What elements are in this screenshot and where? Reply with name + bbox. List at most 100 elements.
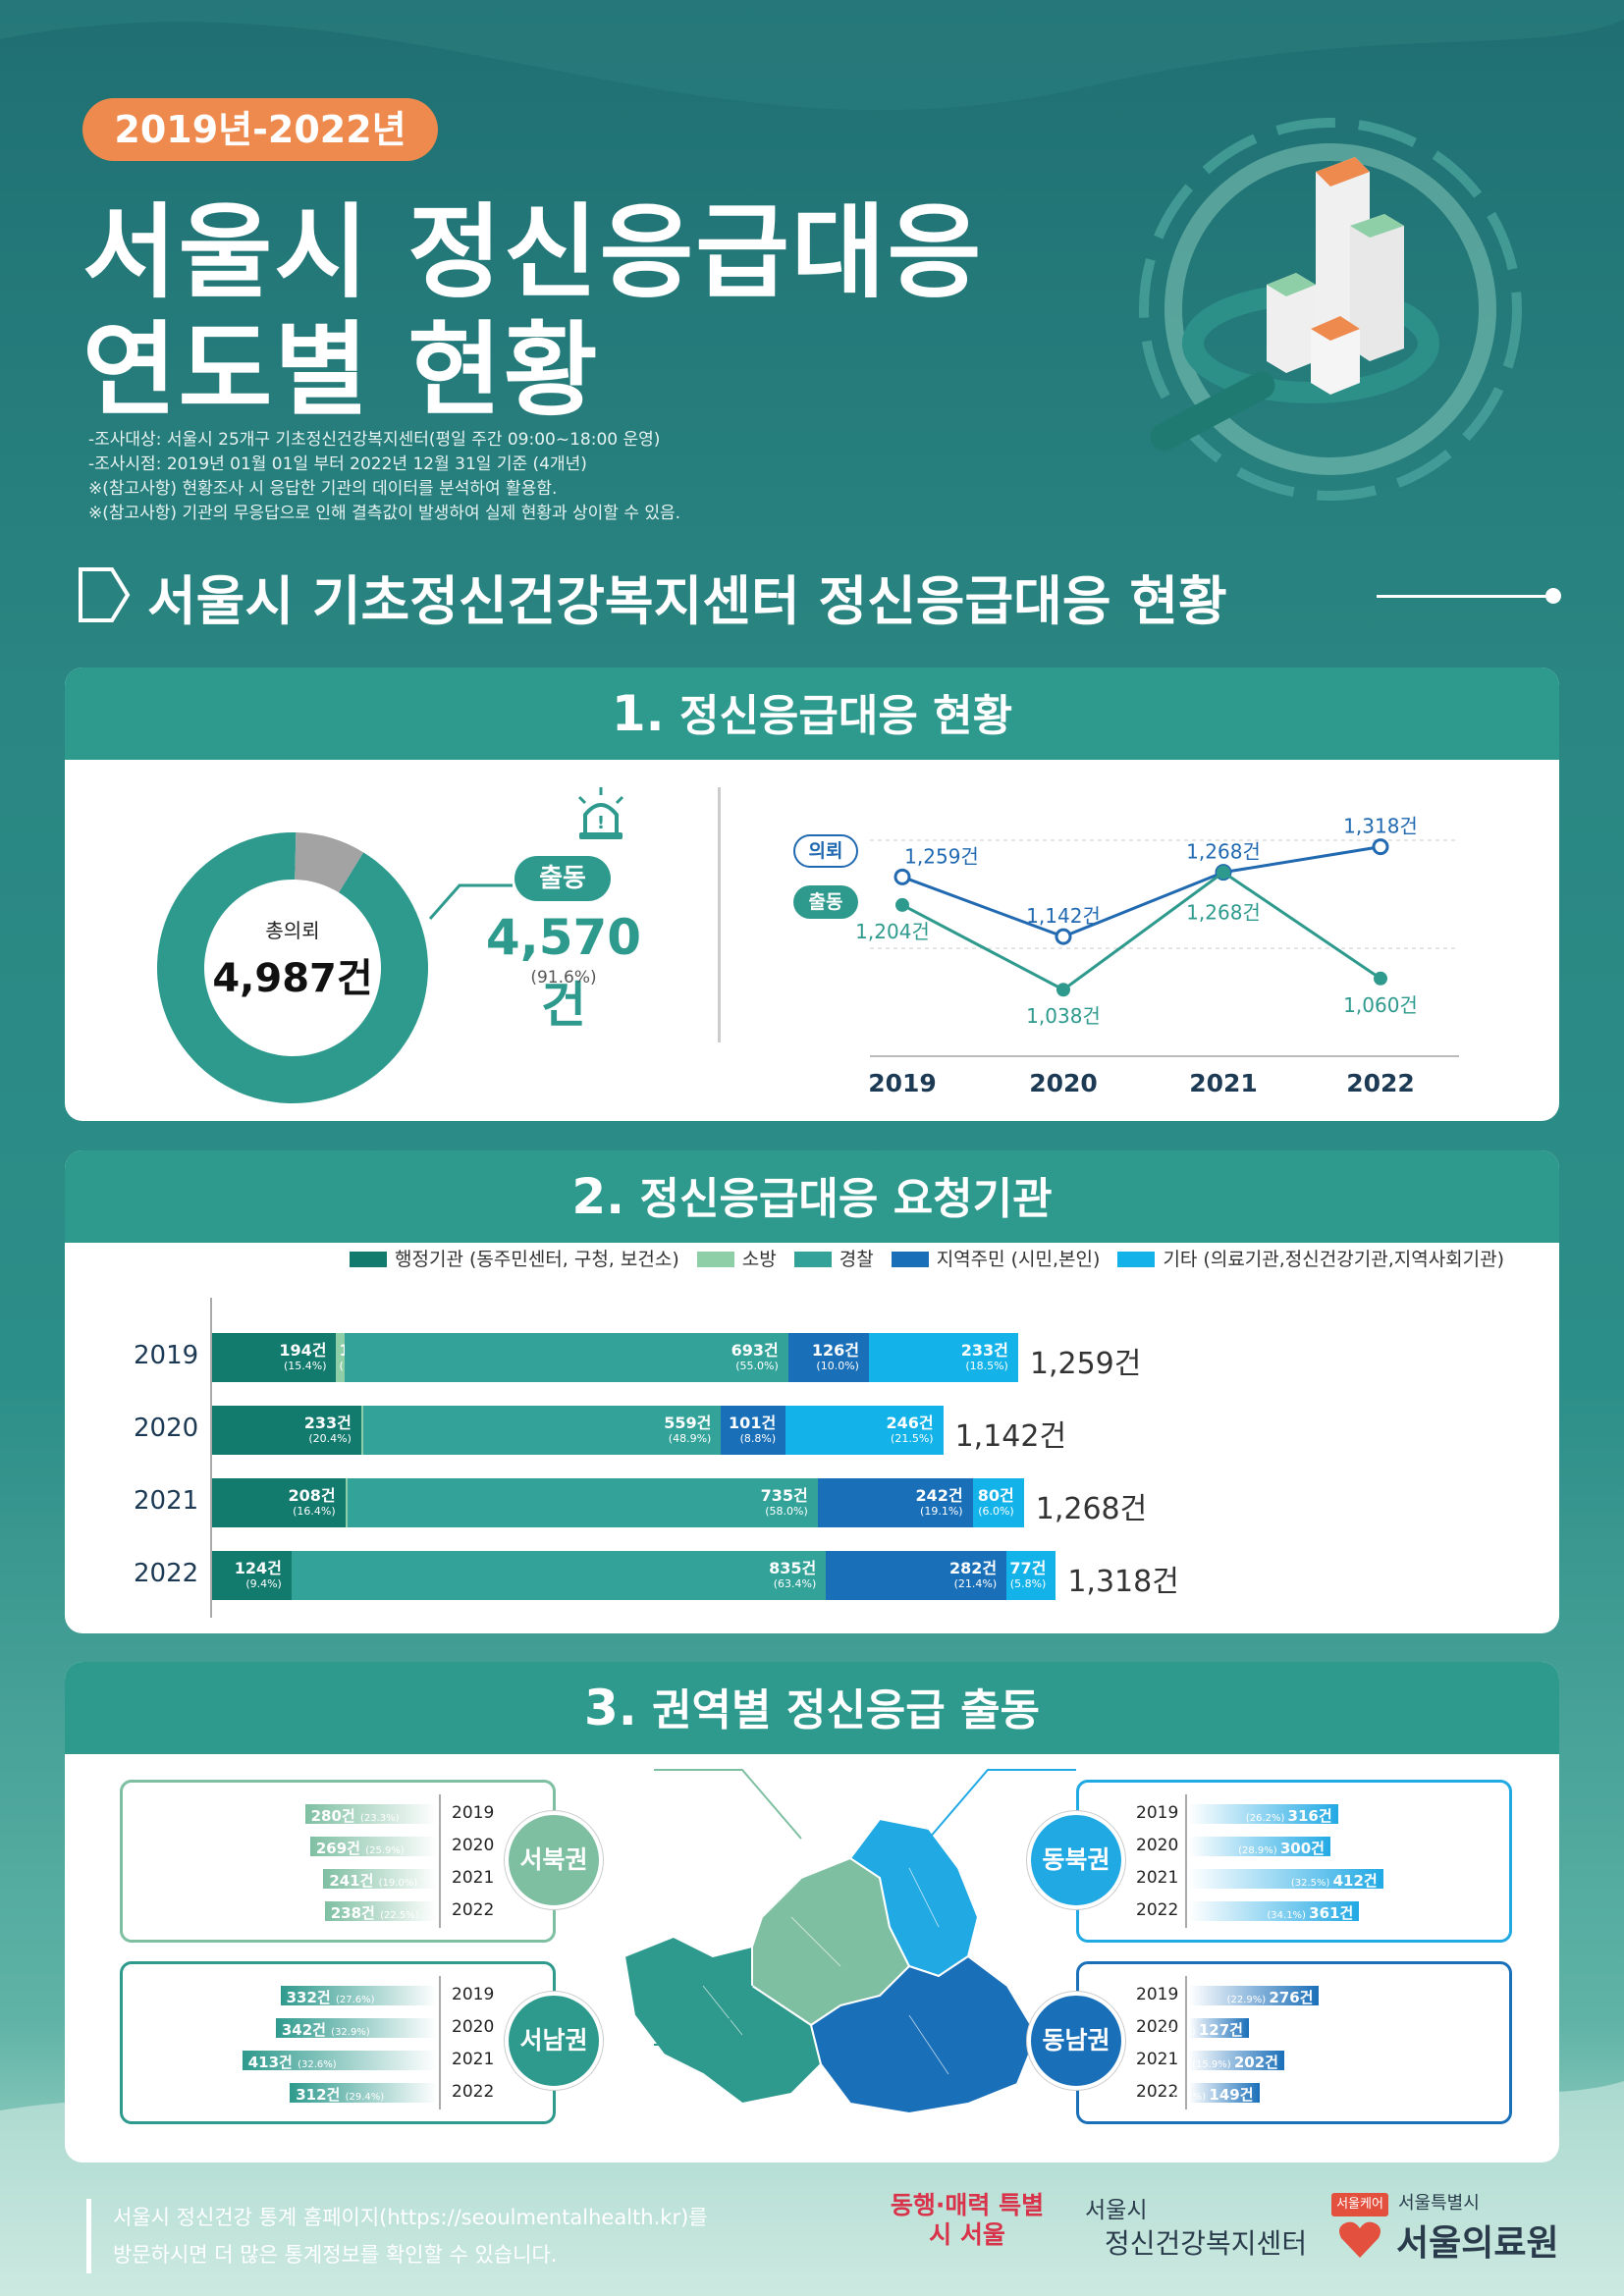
panel-requesting-agency: 2. 정신응급대응 요청기관 행정기관 (동주민센터, 구청, 보건소) 소방 경찰… — [65, 1150, 1559, 1633]
segment-percent: (63.4%) — [773, 1577, 817, 1590]
panel2-header: 2. 정신응급대응 요청기관 — [65, 1150, 1559, 1243]
segment-value: 233건 — [960, 1341, 1008, 1360]
dispatch-point — [895, 897, 909, 912]
region-bar-percent: (32.9%) — [331, 2027, 370, 2038]
segment-value: 233건 — [303, 1414, 352, 1432]
legend-swatch — [696, 1252, 734, 1267]
region-bar-percent: (12.2%) — [1157, 2027, 1199, 2038]
bar-segment: 101건 (8.8%) — [721, 1406, 786, 1455]
panel1-charts: 1,259건 1,142건 1,268건 1,318건 1,204건 1,038건 1,26… — [155, 815, 1459, 1105]
panel2-number: 2. — [571, 1168, 625, 1225]
legend-item: 행정기관 (동주민센터, 구청, 보건소) — [350, 1245, 679, 1271]
bar-segment: 208건 (16.4%) — [212, 1478, 346, 1527]
logo-care-tag: 서울케어 — [1331, 2193, 1388, 2216]
region-box-동북권: 2019 (26.2%) 316건 2020 (28.9%) 300건 2021 (32.… — [1076, 1780, 1512, 1943]
donut-leader-line — [428, 883, 513, 920]
logo-mental-center-line1: 서울시 — [1085, 2198, 1148, 2223]
region-bar-percent: (15.9%) — [1192, 2059, 1234, 2070]
logo-hospital-small: 서울특별시 — [1398, 2193, 1480, 2214]
region-bar: (22.9%) 276건 — [1189, 1986, 1320, 2006]
legend-swatch — [793, 1252, 832, 1267]
note-line: -조사시점: 2019년 01월 01일 부터 2022년 12월 31일 기준… — [88, 454, 587, 474]
main-title-line1: 서울시 정신응급대응 — [82, 192, 984, 312]
segment-value: 835건 — [769, 1559, 817, 1577]
legend-swatch — [350, 1252, 387, 1267]
bar-segment: 735건 (58.0%) — [347, 1478, 818, 1527]
bar-year-label: 2019 — [134, 1341, 199, 1370]
region-year-label: 2020 — [1136, 1836, 1179, 1855]
bar-segment: 194건 (15.4%) — [212, 1333, 337, 1382]
legend-swatch — [1117, 1252, 1156, 1267]
segment-percent: (16.4%) — [293, 1505, 336, 1518]
bar-segment: 242건 (19.1%) — [817, 1478, 973, 1527]
region-bar-value: 412건 — [1332, 1872, 1378, 1890]
segment-value: 246건 — [886, 1414, 934, 1432]
line-data-label: 1,204건 — [855, 920, 930, 943]
legend-label: 지역주민 (시민,본인) — [936, 1249, 1101, 1270]
donut-center-label: 총의뢰 — [265, 919, 320, 942]
logo-seoul: 동행·매력 특별시 서울 — [890, 2191, 1045, 2249]
segment-percent: (19.1%) — [920, 1505, 963, 1518]
bar-segment: 246건 (21.5%) — [785, 1406, 944, 1455]
dispatch-point — [1056, 983, 1070, 997]
region-label-circle: 동북권 — [1027, 1811, 1125, 1909]
dispatch-pill: 출동 — [514, 856, 611, 901]
panel3-number: 3. — [583, 1680, 637, 1736]
region-bar-percent: (25.9%) — [365, 1845, 405, 1856]
bar-total-label: 1,318건 — [1067, 1565, 1179, 1599]
bar-total-label: 1,268건 — [1035, 1492, 1148, 1526]
region-bar-label: (15.9%) 202건 — [1192, 2052, 1278, 2072]
region-year-label: 2019 — [452, 1803, 495, 1823]
svg-text:!: ! — [597, 813, 605, 833]
section-heading-line — [1377, 595, 1553, 598]
legend-label: 소방 — [741, 1249, 777, 1270]
region-box-동남권: 2019 (22.9%) 276건 2020 (12.2%) 127건 2021 (15.… — [1076, 1961, 1512, 2124]
x-tick-label: 2022 — [1346, 1069, 1415, 1097]
segment-percent: (48.9%) — [668, 1432, 712, 1445]
region-bar-value: 127건 — [1198, 2021, 1243, 2039]
line-series-dispatch — [901, 870, 1381, 992]
legend-item: 소방 — [696, 1245, 777, 1271]
region-bar-label: 238건 (22.5%) — [330, 1904, 419, 1922]
region-bar-value: 202건 — [1233, 2054, 1278, 2071]
panel1-title: 정신응급대응 현황 — [678, 691, 1013, 741]
legend-item: 경찰 — [793, 1245, 874, 1271]
region-bar-label: 413건 (32.6%) — [247, 2054, 337, 2071]
legend-label: 행정기관 (동주민센터, 구청, 보건소) — [395, 1249, 679, 1270]
region-bar-label: (26.2%) 316건 — [1246, 1805, 1332, 1826]
region-box-서북권: 2019 280건 (23.3%) 2020 269건 (25.9%) 2021 241건… — [120, 1780, 556, 1943]
bar-segment: 13건(1.0%) — [336, 1333, 375, 1382]
region-axis-line — [439, 1976, 441, 2109]
bar-segment: 559건 (48.9%) — [362, 1406, 722, 1455]
bar-segment: 80건 (6.0%) — [972, 1478, 1024, 1527]
note-line: ※(참고사항) 기관의 무응답으로 인해 결측값이 발생하여 실제 현황과 상이… — [88, 504, 681, 523]
region-bar-label: (34.1%) 361건 — [1267, 1902, 1353, 1923]
dispatch-value: 4,570건 — [485, 909, 642, 1034]
region-bar: (12.2%) 127건 — [1157, 2018, 1249, 2039]
region-bar-label: 269건 (25.9%) — [315, 1840, 405, 1857]
region-bar-percent: (23.3%) — [359, 1813, 400, 1824]
region-bar: 238건 (22.5%) — [324, 1901, 437, 1922]
bar-total-label: 1,142건 — [954, 1419, 1067, 1454]
region-year-label: 2021 — [452, 2050, 495, 2069]
region-bar: 280건 (23.3%) — [304, 1804, 437, 1825]
line-data-label: 1,318건 — [1343, 815, 1418, 838]
survey-notes: -조사대상: 서울시 25개구 기초정신건강복지센터(평일 주간 09:00~1… — [88, 428, 680, 526]
bar-total-label: 1,259건 — [1029, 1347, 1142, 1381]
segment-percent: (9.4%) — [245, 1577, 282, 1590]
region-bar-value: 300건 — [1279, 1840, 1325, 1857]
region-bar: (26.2%) 316건 — [1189, 1804, 1338, 1826]
stacked-bar-legend: 행정기관 (동주민센터, 구청, 보건소) 소방 경찰 지역주민 (시민,본인) 기타 … — [350, 1245, 1522, 1271]
bar-axis-line — [210, 1298, 212, 1618]
region-bar-percent: (14.1%) — [1166, 2092, 1210, 2103]
region-bar-label: 342건 (32.9%) — [281, 2021, 370, 2039]
region-year-label: 2019 — [1136, 1985, 1179, 2004]
region-bar-label: (32.5%) 412건 — [1291, 1870, 1378, 1891]
bar-segment: 233건 (18.5%) — [868, 1333, 1018, 1382]
x-tick-label: 2021 — [1189, 1069, 1258, 1097]
bar-segment: 233건 (20.4%) — [212, 1406, 361, 1455]
map-region-southeast — [809, 1954, 1039, 2115]
region-label-circle: 서북권 — [505, 1811, 603, 1909]
bar-segment: 77건 (5.8%) — [1006, 1551, 1056, 1600]
region-bar-label: 280건 (23.3%) — [310, 1807, 400, 1825]
